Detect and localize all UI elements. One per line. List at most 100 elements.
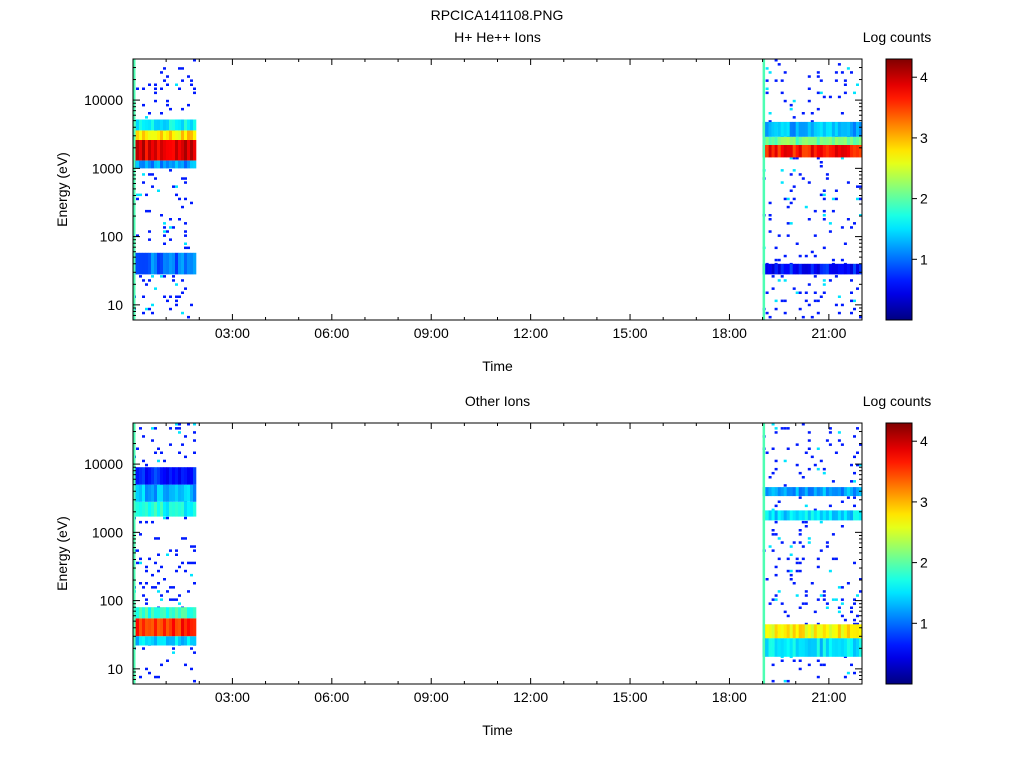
speckle	[148, 238, 151, 241]
band-cell	[184, 607, 188, 619]
band-cell	[187, 119, 191, 131]
band-cell	[792, 263, 796, 275]
band-cell	[187, 140, 191, 161]
band-cell	[190, 467, 194, 485]
speckle	[856, 197, 859, 201]
speckle	[166, 590, 169, 593]
speckle	[853, 598, 856, 601]
band-cell	[801, 145, 806, 158]
speckle	[819, 459, 823, 463]
band-cell	[846, 145, 851, 158]
speckle	[163, 67, 166, 70]
colorbar-tick-label: 2	[920, 191, 928, 207]
speckle	[151, 573, 154, 577]
band-cell	[850, 136, 854, 145]
band-cell	[771, 638, 775, 657]
speckle	[856, 463, 859, 467]
band-cell	[178, 160, 182, 169]
speckle	[178, 594, 181, 597]
speckle	[813, 610, 817, 614]
speckle	[163, 295, 166, 298]
speckle	[154, 177, 157, 180]
speckle	[804, 205, 808, 209]
speckle	[771, 529, 775, 532]
speckle	[810, 455, 814, 459]
speckle	[184, 242, 187, 245]
band-cell	[813, 638, 818, 657]
speckle	[169, 443, 172, 446]
speckle	[154, 586, 157, 589]
band-cell	[169, 501, 173, 517]
band-cell	[804, 487, 809, 497]
speckle	[768, 218, 772, 221]
band-cell	[765, 487, 769, 497]
band-cell	[151, 119, 155, 131]
speckle	[840, 586, 844, 589]
y-tick-label: 10000	[84, 456, 123, 472]
speckle	[175, 553, 178, 556]
speckle	[789, 569, 793, 573]
speckle	[771, 679, 775, 683]
band-cell	[181, 501, 185, 517]
panel-title: H+ He++ Ions	[454, 29, 541, 45]
speckle	[172, 647, 175, 650]
speckle	[850, 71, 853, 74]
speckle	[193, 545, 196, 548]
speckle	[181, 537, 184, 540]
speckle	[810, 120, 814, 123]
band-cell	[834, 136, 839, 145]
band-cell	[837, 136, 842, 145]
speckle	[193, 91, 196, 95]
band-cell	[184, 636, 188, 646]
band-cell	[151, 501, 155, 517]
speckle	[145, 602, 148, 605]
speckle	[142, 594, 145, 597]
speckle	[789, 107, 793, 111]
speckle	[163, 222, 166, 225]
band-cell	[816, 510, 821, 521]
band-cell	[789, 121, 793, 137]
band-cell	[798, 145, 802, 158]
speckle	[822, 663, 826, 667]
band-cell	[193, 607, 197, 619]
x-tick-label: 12:00	[513, 325, 548, 341]
speckle	[850, 480, 853, 483]
speckle	[157, 569, 160, 573]
speckle	[178, 431, 181, 434]
speckle	[801, 112, 805, 115]
speckle	[853, 299, 856, 303]
band-cell	[148, 160, 152, 169]
band-cell	[813, 121, 818, 137]
band-cell	[136, 252, 140, 275]
speckle	[154, 561, 157, 565]
speckle	[853, 671, 856, 675]
speckle	[780, 299, 784, 303]
speckle	[142, 173, 145, 176]
speckle	[184, 455, 187, 459]
band-cell	[172, 484, 176, 502]
speckle	[859, 443, 862, 446]
band-cell	[846, 136, 851, 145]
band-cell	[801, 136, 806, 145]
speckle	[184, 246, 187, 250]
speckle	[843, 83, 847, 86]
speckle	[172, 598, 175, 601]
speckle	[780, 427, 784, 430]
speckle	[145, 283, 148, 286]
band-cell	[816, 638, 821, 657]
speckle	[843, 242, 847, 245]
speckle	[190, 561, 193, 565]
band-cell	[148, 140, 152, 161]
speckle	[139, 275, 142, 278]
band-cell	[774, 510, 778, 521]
y-axis-label: Energy (eV)	[54, 516, 70, 591]
speckle	[783, 71, 787, 74]
band-cell	[828, 136, 833, 145]
speckle	[190, 201, 193, 205]
band-cell	[154, 119, 158, 131]
speckle	[822, 197, 826, 201]
band-cell	[813, 136, 818, 145]
speckle	[843, 91, 847, 95]
band-cell	[807, 136, 812, 145]
band-cell	[145, 160, 149, 169]
